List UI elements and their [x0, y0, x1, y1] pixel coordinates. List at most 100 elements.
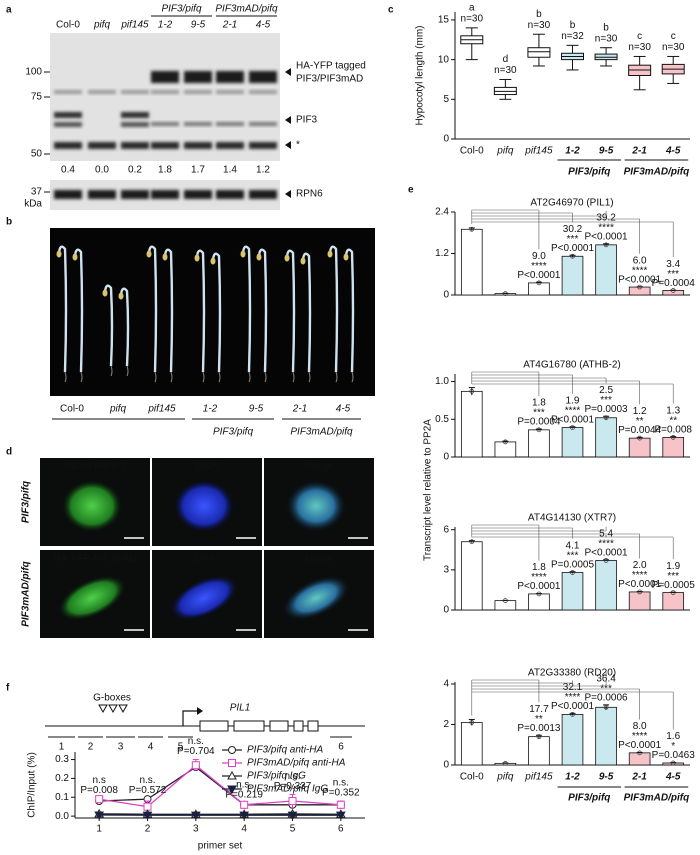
significance-letter: c	[637, 31, 642, 42]
band	[216, 190, 244, 199]
bar	[460, 228, 483, 296]
bar	[595, 560, 617, 611]
seedling	[103, 284, 114, 367]
x-tick-label: 2-1	[631, 146, 647, 157]
band	[151, 142, 179, 149]
replicate-dot	[570, 570, 575, 575]
bar	[628, 437, 651, 458]
bar	[561, 713, 584, 766]
root	[351, 371, 354, 383]
fold-change: 1.9	[566, 395, 580, 406]
band	[121, 142, 149, 149]
x-tick-label: 6	[338, 824, 344, 835]
band	[121, 90, 149, 94]
p-value: P=0.572	[129, 785, 167, 796]
stars: ****	[565, 405, 581, 416]
stars: ***	[667, 269, 679, 280]
fold-change: 6.0	[633, 255, 647, 266]
band	[88, 190, 116, 199]
group-label: PIF3mAD/pifq	[215, 4, 278, 15]
group-label: PIF3/pifq	[568, 167, 610, 178]
p-value: P<0.0001	[551, 701, 595, 712]
fold-change: 32.1	[563, 682, 583, 693]
bar	[528, 736, 550, 766]
seedling	[119, 287, 130, 367]
significance-letter: d	[503, 54, 509, 65]
region-label: 4	[148, 742, 154, 753]
marker	[336, 800, 345, 809]
x-tick-label: 1-2	[565, 772, 580, 783]
lane-label: 1-2	[203, 404, 218, 415]
group-label: PIF3mAD/pifq	[624, 793, 690, 804]
seedling	[241, 245, 252, 373]
stars: ****	[598, 222, 614, 233]
seedling	[344, 248, 355, 373]
replicate-dot	[570, 253, 575, 259]
fold-change: 1.8	[532, 562, 546, 573]
fold-change: 4.1	[566, 540, 580, 551]
cotyledon	[284, 254, 290, 262]
group-label: PIF3/pifq	[161, 4, 201, 15]
marker	[227, 785, 237, 795]
quantification: 1.7	[191, 165, 205, 176]
replicate-dot	[603, 415, 609, 421]
nucleus-signal	[286, 480, 346, 532]
p-value: P<0.0001	[517, 270, 561, 281]
exon	[199, 720, 229, 732]
p-value: P<0.0001	[618, 274, 662, 285]
cotyledon	[327, 250, 333, 258]
lane-label: 2-1	[292, 404, 307, 415]
p-value: P=0.0044	[618, 425, 662, 436]
root	[264, 371, 267, 383]
replicate-dot	[503, 598, 508, 603]
cotyledon	[162, 253, 168, 261]
fold-change: 2.5	[599, 385, 613, 396]
arrowhead	[197, 707, 203, 715]
bar	[662, 436, 685, 458]
y-tick-label: 0.0	[55, 811, 69, 822]
band	[216, 142, 244, 149]
marker	[228, 759, 236, 767]
stars: ****	[531, 572, 547, 583]
bar	[494, 600, 517, 611]
bar	[561, 255, 584, 296]
bar	[528, 593, 550, 611]
x-tick-label: 2	[145, 824, 151, 835]
marker	[239, 811, 250, 821]
seedling	[285, 249, 296, 373]
band	[184, 90, 212, 94]
panel-label: a	[6, 5, 12, 16]
band	[121, 190, 149, 199]
replicate-dot	[503, 761, 508, 766]
quantification: 1.2	[256, 165, 270, 176]
lane-label: Col-0	[56, 20, 80, 31]
blot	[50, 33, 280, 161]
replicate-dot	[603, 704, 609, 710]
p-value: P=0.0005	[652, 580, 696, 591]
box	[527, 47, 551, 58]
bar	[460, 390, 483, 458]
stars: ***	[667, 571, 679, 582]
band	[88, 142, 116, 149]
band-label: *	[296, 140, 300, 151]
y-tick-label: 0.1	[55, 792, 69, 803]
arrowhead	[285, 141, 291, 149]
replicate-dot	[570, 712, 575, 717]
region-label: 1	[59, 742, 65, 753]
root	[64, 371, 67, 383]
p-value: P<0.0001	[517, 581, 561, 592]
lane-label: pif145	[120, 20, 149, 31]
n-label: n=30	[595, 33, 618, 44]
stars: ****	[632, 731, 648, 742]
marker-label: 37	[31, 187, 43, 198]
stars: **	[636, 416, 644, 427]
root	[218, 371, 221, 383]
replicate-dot	[536, 427, 542, 433]
cotyledon	[72, 253, 78, 261]
panel-label: d	[6, 447, 12, 458]
root	[335, 371, 338, 383]
marker	[287, 811, 298, 821]
replicate-dot	[503, 439, 508, 445]
p-value: P=0.0013	[517, 723, 561, 734]
marker	[288, 797, 297, 806]
